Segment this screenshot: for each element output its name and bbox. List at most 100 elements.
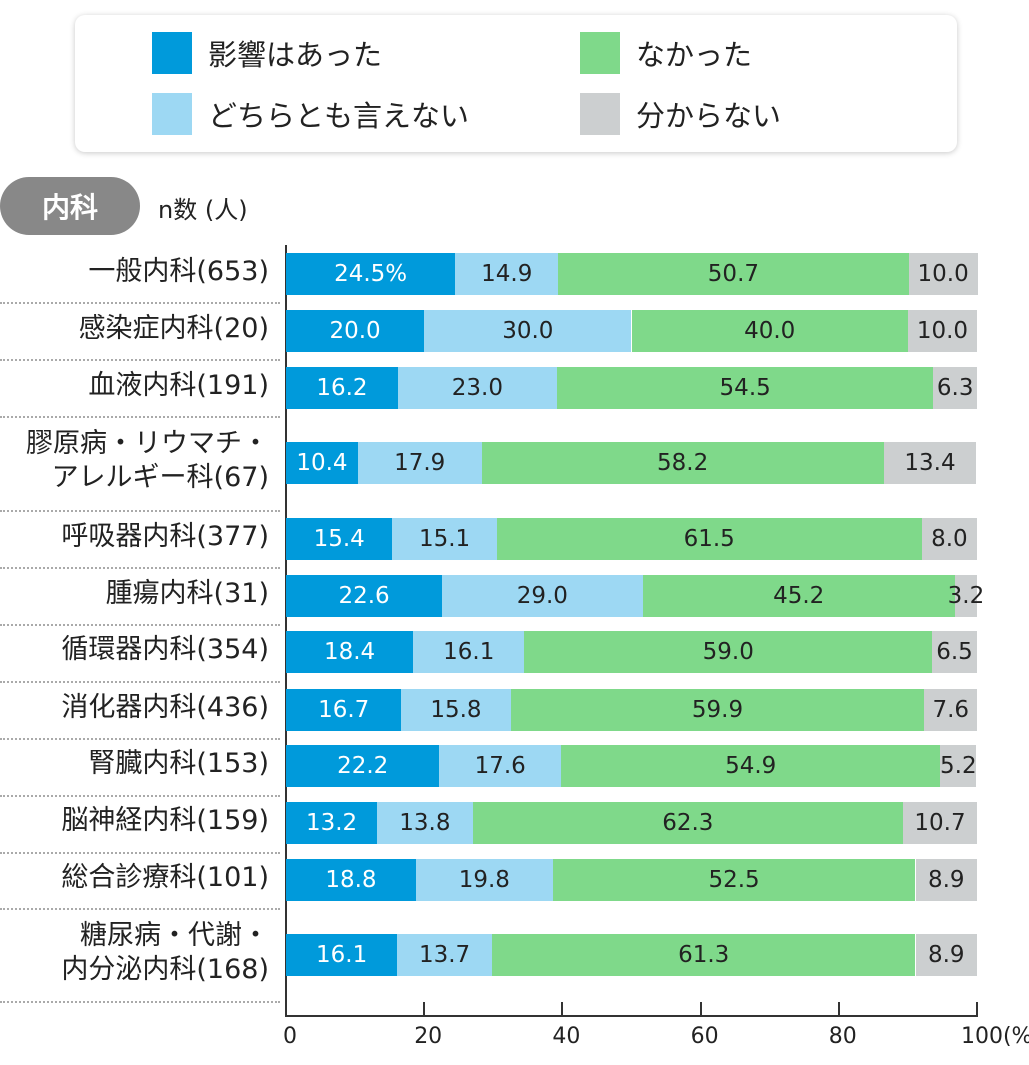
legend-swatch (580, 32, 620, 74)
bar-segment-neither: 16.1 (413, 631, 525, 673)
row-label-line: 呼吸器内科(377) (61, 521, 269, 552)
bar-segment-not-affected: 40.0 (631, 310, 908, 352)
data-label: 8.9 (927, 942, 965, 968)
data-label: 16.1 (443, 639, 495, 665)
legend-item-neither: どちらとも言えない (152, 93, 469, 135)
row-label-line: 総合診療科(101) (61, 862, 269, 893)
data-label: 22.6 (338, 583, 390, 609)
data-label: 50.7 (707, 261, 760, 287)
bar-segment-not-affected: 61.5 (496, 518, 922, 560)
bar-segment-unknown: 8.9 (915, 859, 977, 901)
row-separator (0, 852, 280, 854)
row-separator (0, 510, 280, 512)
data-label: 17.9 (394, 450, 446, 476)
data-label: 15.8 (430, 697, 482, 723)
bar-segment-neither: 23.0 (397, 367, 557, 409)
bar-segment-unknown: 10.7 (903, 802, 977, 844)
data-label: 3.2 (947, 583, 985, 609)
bar-segment-unknown: 8.9 (915, 934, 977, 976)
data-label: 6.5 (936, 639, 973, 665)
data-label: 61.5 (683, 526, 735, 552)
row-label: 膠原病・リウマチ・ アレルギー科(67) (26, 427, 269, 495)
bar-segment-not-affected: 45.2 (642, 575, 955, 617)
row-label-line: 膠原病・リウマチ・ (26, 428, 269, 459)
legend-item-unknown: 分からない (580, 93, 781, 135)
row-separator (0, 1001, 280, 1003)
data-label: 5.2 (940, 753, 977, 779)
legend: 影響はあった なかった どちらとも言えない 分からない (75, 15, 957, 152)
data-label: 16.2 (316, 375, 368, 401)
data-label: 18.8 (325, 867, 377, 893)
row-label: 糖尿病・代謝・ 内分泌内科(168) (61, 919, 269, 987)
legend-swatch (580, 93, 620, 135)
x-tick-label: 100(%) (960, 1024, 1029, 1049)
category-pill: 内科 (0, 177, 140, 235)
legend-item-not-affected: なかった (580, 32, 752, 74)
data-label: 14.9 (481, 261, 533, 287)
row-separator (0, 359, 280, 361)
bar-segment-affected: 24.5% (286, 253, 456, 295)
bar-segment-unknown: 13.4 (883, 442, 977, 484)
data-label: 59.9 (691, 697, 744, 723)
x-tick-label: 20 (414, 1024, 443, 1049)
bar-segment-affected: 18.4 (286, 631, 414, 673)
data-label: 22.2 (337, 753, 389, 779)
x-tick-mark (423, 1002, 426, 1016)
bar-segment-affected: 22.6 (286, 575, 443, 617)
row-separator (0, 795, 280, 797)
bar-segment-neither: 29.0 (442, 575, 643, 617)
row-separator (0, 681, 280, 683)
data-label: 16.7 (318, 697, 370, 723)
data-label: 13.7 (418, 942, 471, 968)
row-label: 血液内科(191) (88, 369, 269, 403)
bar-segment-neither: 17.9 (357, 442, 482, 484)
data-label: 23.0 (451, 375, 503, 401)
row-label-line: 腫瘍内科(31) (105, 578, 269, 609)
bar-segment-not-affected: 58.2 (481, 442, 884, 484)
legend-label: どちらとも言えない (208, 99, 470, 133)
x-tick-mark (699, 1002, 702, 1016)
bar-segment-unknown: 10.0 (908, 253, 978, 295)
data-label: 10.4 (296, 450, 348, 476)
row-label-line: 腎臓内科(153) (88, 748, 269, 779)
row-label-line: 脳神経内科(159) (61, 805, 269, 836)
data-label: 15.4 (313, 526, 365, 552)
data-label: 6.3 (936, 375, 974, 401)
bar-segment-not-affected: 59.0 (524, 631, 933, 673)
bar-segment-not-affected: 54.9 (561, 745, 941, 787)
row-separator (0, 624, 280, 626)
data-label: 19.8 (458, 867, 510, 893)
bar-segment-affected: 15.4 (286, 518, 393, 560)
bar-segment-affected: 16.1 (286, 934, 398, 976)
x-tick-mark (837, 1002, 840, 1016)
row-label-line: 内分泌内科(168) (61, 954, 269, 985)
row-separator (0, 908, 280, 910)
bar-segment-unknown: 3.2 (948, 575, 984, 617)
data-label: 24.5% (334, 261, 408, 287)
row-label-line: 血液内科(191) (88, 370, 269, 401)
data-label: 15.1 (418, 526, 471, 552)
data-label: 13.2 (305, 810, 358, 836)
row-separator (0, 302, 280, 304)
bar-segment-unknown: 5.2 (940, 745, 977, 787)
data-label: 13.8 (399, 810, 451, 836)
bar-segment-affected: 16.7 (286, 689, 402, 731)
legend-item-affected: 影響はあった (152, 32, 382, 74)
bar-segment-neither: 19.8 (415, 859, 553, 901)
legend-swatch (152, 93, 192, 135)
bar-segment-neither: 13.7 (397, 934, 492, 976)
legend-label: 影響はあった (208, 38, 383, 72)
row-label-line: 消化器内科(436) (61, 692, 269, 723)
row-label: 腎臓内科(153) (88, 747, 269, 781)
data-label: 61.3 (678, 942, 730, 968)
data-label: 10.7 (914, 810, 966, 836)
bar-segment-unknown: 8.0 (921, 518, 977, 560)
bar-segment-affected: 20.0 (286, 310, 425, 352)
data-label: 58.2 (657, 450, 709, 476)
data-label: 29.0 (516, 583, 568, 609)
x-tick-label: 80 (828, 1024, 857, 1049)
bar-segment-neither: 14.9 (455, 253, 559, 295)
data-label: 10.0 (916, 318, 969, 344)
row-label-line: 糖尿病・代謝・ (80, 920, 269, 951)
